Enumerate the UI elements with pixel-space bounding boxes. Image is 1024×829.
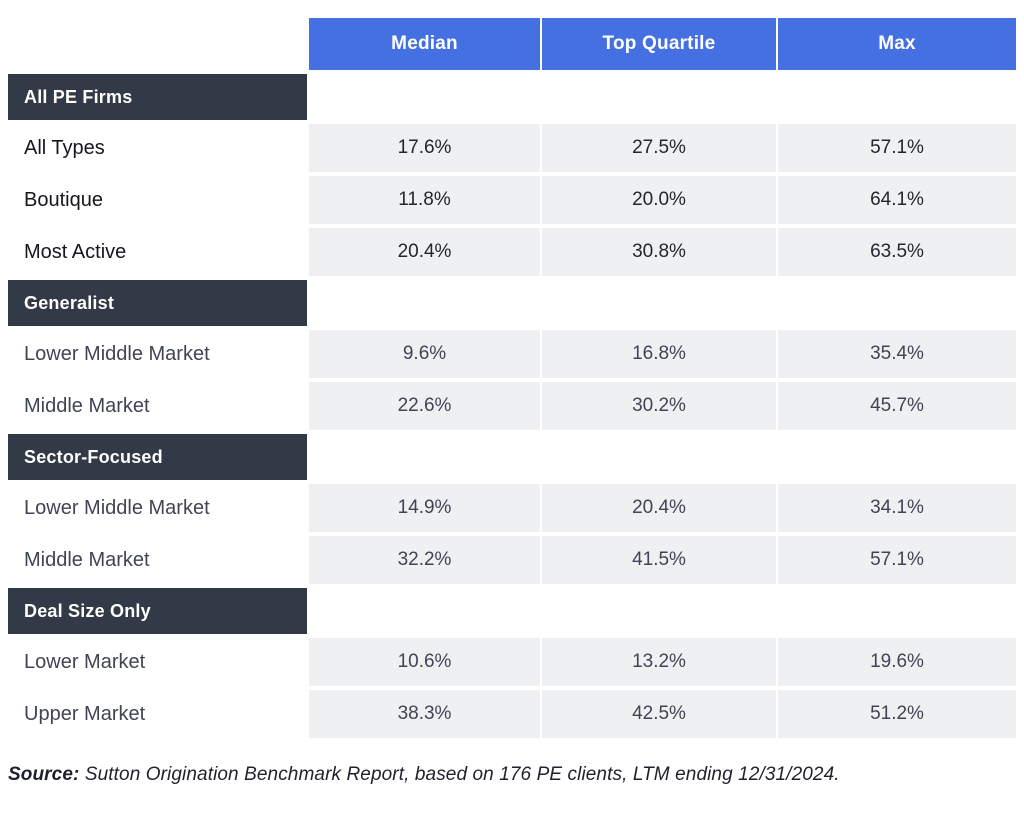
header-spacer <box>8 18 307 70</box>
section-header-sector-focused: Sector-Focused <box>8 434 307 480</box>
cell-value-top-quartile: 20.0% <box>542 176 776 224</box>
cell-value-median: 22.6% <box>309 382 540 430</box>
row-label: Most Active <box>8 228 307 276</box>
table-row-all-types: All Types 17.6% 27.5% 57.1% <box>8 124 1024 172</box>
row-label: Boutique <box>8 176 307 224</box>
table-row-most-active: Most Active 20.4% 30.8% 63.5% <box>8 228 1024 276</box>
cell-value-top-quartile: 20.4% <box>542 484 776 532</box>
section-spacer <box>542 74 776 120</box>
cell-value-median: 17.6% <box>309 124 540 172</box>
cell-value-top-quartile: 16.8% <box>542 330 776 378</box>
section-spacer <box>778 434 1016 480</box>
cell-value-median: 11.8% <box>309 176 540 224</box>
section-row-generalist: Generalist <box>8 280 1024 326</box>
source-text: Sutton Origination Benchmark Report, bas… <box>79 764 840 785</box>
source-label: Source: <box>8 764 80 785</box>
row-label: All Types <box>8 124 307 172</box>
cell-value-max: 63.5% <box>778 228 1016 276</box>
section-spacer <box>309 280 540 326</box>
cell-value-max: 51.2% <box>778 690 1016 738</box>
section-spacer <box>542 434 776 480</box>
cell-value-top-quartile: 30.8% <box>542 228 776 276</box>
row-label: Lower Middle Market <box>8 330 307 378</box>
cell-value-max: 57.1% <box>778 536 1016 584</box>
cell-value-max: 35.4% <box>778 330 1016 378</box>
table-row-upper-market: Upper Market 38.3% 42.5% 51.2% <box>8 690 1024 738</box>
cell-value-top-quartile: 13.2% <box>542 638 776 686</box>
cell-value-top-quartile: 30.2% <box>542 382 776 430</box>
cell-value-max: 57.1% <box>778 124 1016 172</box>
section-row-sector-focused: Sector-Focused <box>8 434 1024 480</box>
section-spacer <box>309 588 540 634</box>
row-label: Upper Market <box>8 690 307 738</box>
cell-value-median: 20.4% <box>309 228 540 276</box>
source-note: Source: Sutton Origination Benchmark Rep… <box>8 764 1024 786</box>
column-header-top-quartile: Top Quartile <box>542 18 776 70</box>
row-label: Lower Middle Market <box>8 484 307 532</box>
section-header-deal-size-only: Deal Size Only <box>8 588 307 634</box>
section-header-all-pe-firms: All PE Firms <box>8 74 307 120</box>
cell-value-top-quartile: 42.5% <box>542 690 776 738</box>
cell-value-median: 9.6% <box>309 330 540 378</box>
section-row-all-pe-firms: All PE Firms <box>8 74 1024 120</box>
cell-value-max: 19.6% <box>778 638 1016 686</box>
cell-value-top-quartile: 27.5% <box>542 124 776 172</box>
table-row-lower-middle-market: Lower Middle Market 14.9% 20.4% 34.1% <box>8 484 1024 532</box>
section-spacer <box>778 280 1016 326</box>
table-row-middle-market: Middle Market 32.2% 41.5% 57.1% <box>8 536 1024 584</box>
section-spacer <box>309 74 540 120</box>
row-label: Lower Market <box>8 638 307 686</box>
cell-value-median: 10.6% <box>309 638 540 686</box>
section-header-generalist: Generalist <box>8 280 307 326</box>
section-spacer <box>778 588 1016 634</box>
cell-value-max: 45.7% <box>778 382 1016 430</box>
cell-value-max: 64.1% <box>778 176 1016 224</box>
section-spacer <box>309 434 540 480</box>
cell-value-median: 32.2% <box>309 536 540 584</box>
row-label: Middle Market <box>8 536 307 584</box>
cell-value-median: 14.9% <box>309 484 540 532</box>
table-row-lower-market: Lower Market 10.6% 13.2% 19.6% <box>8 638 1024 686</box>
benchmark-table: Median Top Quartile Max All PE Firms All … <box>0 18 1024 786</box>
table-header-row: Median Top Quartile Max <box>8 18 1024 70</box>
section-spacer <box>778 74 1016 120</box>
table-row-middle-market: Middle Market 22.6% 30.2% 45.7% <box>8 382 1024 430</box>
section-spacer <box>542 280 776 326</box>
table-row-boutique: Boutique 11.8% 20.0% 64.1% <box>8 176 1024 224</box>
cell-value-max: 34.1% <box>778 484 1016 532</box>
section-row-deal-size-only: Deal Size Only <box>8 588 1024 634</box>
table-row-lower-middle-market: Lower Middle Market 9.6% 16.8% 35.4% <box>8 330 1024 378</box>
column-header-median: Median <box>309 18 540 70</box>
table-body: All PE Firms All Types 17.6% 27.5% 57.1% Bout… <box>0 74 1024 738</box>
cell-value-median: 38.3% <box>309 690 540 738</box>
section-spacer <box>542 588 776 634</box>
cell-value-top-quartile: 41.5% <box>542 536 776 584</box>
column-header-max: Max <box>778 18 1016 70</box>
row-label: Middle Market <box>8 382 307 430</box>
